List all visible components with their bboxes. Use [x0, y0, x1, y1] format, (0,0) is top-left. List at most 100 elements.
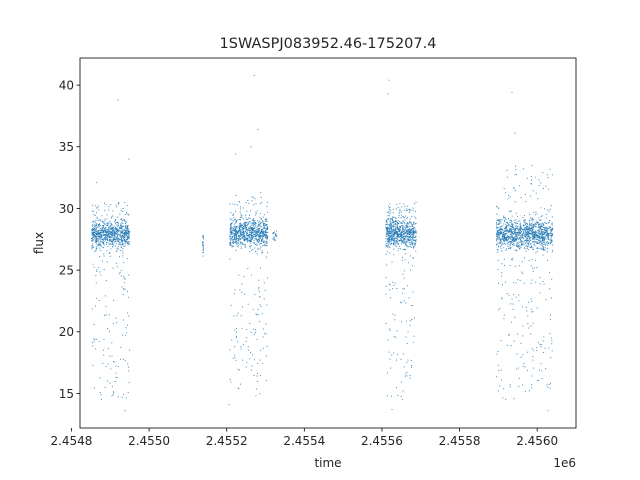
data-point — [532, 219, 534, 221]
data-point — [534, 230, 536, 232]
data-point — [95, 239, 97, 241]
data-point — [415, 223, 417, 225]
data-point — [103, 269, 105, 270]
data-point — [123, 238, 125, 240]
data-point — [527, 229, 529, 231]
data-point — [404, 375, 406, 377]
data-point — [261, 237, 263, 239]
data-point — [389, 225, 391, 227]
data-point — [387, 234, 389, 236]
data-point — [104, 210, 106, 212]
data-point — [533, 231, 535, 233]
data-point — [102, 233, 104, 235]
data-point — [120, 218, 122, 220]
data-point — [95, 298, 97, 300]
data-point — [530, 325, 532, 327]
data-point — [264, 232, 266, 234]
data-point — [502, 229, 504, 231]
data-point — [95, 233, 97, 235]
data-point — [403, 228, 405, 230]
data-point — [542, 246, 544, 248]
data-point — [96, 182, 98, 184]
data-point — [386, 222, 388, 224]
data-point — [535, 234, 537, 236]
data-point — [236, 227, 238, 229]
data-point — [546, 217, 548, 219]
data-point — [255, 395, 257, 397]
data-point — [237, 232, 239, 234]
data-point — [117, 216, 119, 218]
data-point — [242, 234, 244, 236]
data-point — [526, 229, 528, 231]
data-point — [231, 229, 233, 231]
data-point — [527, 249, 529, 251]
data-point — [123, 393, 125, 395]
data-point — [266, 218, 268, 220]
data-point — [124, 230, 126, 232]
data-point — [525, 228, 527, 230]
data-point — [503, 388, 505, 390]
data-point — [399, 231, 401, 233]
data-point — [252, 223, 254, 225]
data-point — [517, 228, 519, 230]
data-point — [229, 203, 231, 205]
data-point — [122, 232, 124, 234]
data-point — [247, 268, 249, 270]
data-point — [414, 242, 416, 244]
data-point — [497, 233, 499, 235]
data-point — [128, 366, 130, 368]
data-point — [250, 238, 252, 240]
data-point — [527, 235, 529, 237]
data-point — [542, 240, 544, 242]
data-point — [235, 219, 237, 221]
data-point — [551, 174, 553, 176]
data-point — [92, 236, 94, 238]
data-point — [114, 361, 116, 363]
data-point — [404, 223, 406, 225]
data-point — [105, 237, 107, 239]
data-point — [501, 228, 503, 230]
data-point — [95, 235, 97, 237]
data-point — [247, 224, 249, 226]
data-point — [102, 225, 104, 227]
data-point — [93, 225, 95, 227]
data-point — [405, 253, 407, 255]
data-point — [389, 218, 391, 219]
data-point — [542, 247, 544, 249]
data-point — [404, 232, 406, 234]
data-point — [235, 220, 237, 222]
data-point — [499, 229, 501, 231]
data-point — [235, 194, 237, 196]
data-point — [408, 297, 410, 299]
data-point — [517, 245, 519, 247]
data-point — [406, 235, 408, 237]
data-point — [239, 226, 241, 228]
data-point — [397, 232, 399, 234]
data-point — [526, 234, 528, 236]
data-point — [530, 227, 532, 229]
data-point — [517, 242, 519, 244]
data-point — [391, 237, 393, 239]
data-point — [99, 238, 101, 240]
data-point — [516, 240, 518, 242]
data-point — [503, 216, 505, 218]
data-point — [265, 323, 267, 325]
data-point — [519, 223, 521, 225]
data-point — [385, 235, 387, 237]
data-point — [498, 223, 500, 225]
data-point — [122, 235, 124, 237]
data-point — [261, 313, 263, 315]
data-point — [231, 233, 233, 235]
data-point — [514, 265, 516, 267]
data-point — [102, 242, 104, 244]
data-point — [127, 236, 129, 238]
data-point — [267, 211, 269, 213]
data-point — [505, 222, 507, 224]
data-point — [526, 233, 528, 235]
data-point — [549, 314, 551, 316]
data-point — [530, 246, 532, 248]
data-point — [262, 238, 264, 240]
data-point — [243, 223, 245, 225]
data-point — [243, 243, 245, 245]
data-point — [501, 298, 503, 300]
